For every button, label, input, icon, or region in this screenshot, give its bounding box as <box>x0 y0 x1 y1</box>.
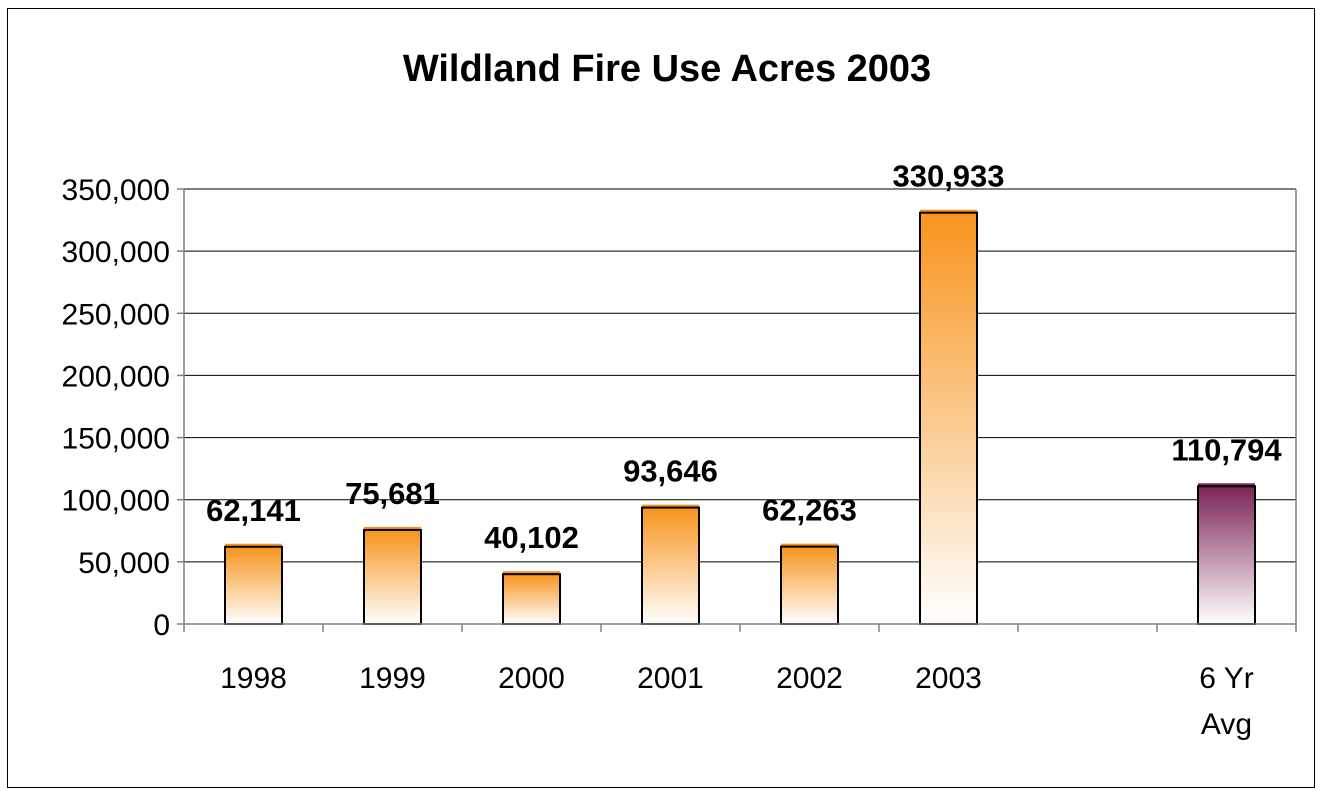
bar-cap <box>225 543 282 547</box>
bar-cap <box>364 526 421 530</box>
x-tick-label: 2000 <box>498 662 565 695</box>
data-label: 75,681 <box>345 476 440 511</box>
y-tick-label: 300,000 <box>62 236 170 269</box>
x-tick-label: 2001 <box>637 662 704 695</box>
data-label: 93,646 <box>623 454 718 489</box>
bar-cap <box>503 571 560 575</box>
bar <box>502 573 561 625</box>
data-label: 330,933 <box>892 159 1004 194</box>
bar <box>780 545 839 625</box>
y-tick-label: 150,000 <box>62 423 170 456</box>
y-tick-label: 100,000 <box>62 485 170 518</box>
x-tick-label: Avg <box>1201 708 1252 741</box>
x-tick-label: 6 Yr <box>1199 662 1253 695</box>
y-tick-label: 200,000 <box>62 360 170 393</box>
data-labels: 62,141 75,681 40,102 93,646 62,263 330,933 110… <box>206 159 1282 555</box>
axes: 0 50,000 100,000 150,000 200,000 250,000 300,0… <box>62 174 1297 741</box>
y-tick-label: 250,000 <box>62 298 170 331</box>
chart-title: Wildland Fire Use Acres 2003 <box>403 48 931 90</box>
bar-cap <box>920 209 977 213</box>
data-label: 62,263 <box>762 493 857 528</box>
chart-frame: Wildland Fire Use Acres 2003 0 50,000 100,… <box>7 8 1315 788</box>
gridlines <box>184 188 1296 563</box>
bar-cap <box>1198 483 1255 487</box>
x-tick-label: 1998 <box>220 662 287 695</box>
bar <box>641 506 700 625</box>
x-tick-label: 2003 <box>915 662 982 695</box>
bar-cap <box>781 543 838 547</box>
data-label: 40,102 <box>484 520 579 555</box>
bars <box>224 209 1256 626</box>
bar <box>363 528 422 625</box>
y-tick-label: 0 <box>153 609 170 642</box>
bar-cap <box>642 504 699 508</box>
x-tick-label: 2002 <box>776 662 843 695</box>
data-label: 62,141 <box>206 493 301 528</box>
chart-svg: Wildland Fire Use Acres 2003 0 50,000 100,… <box>62 48 1297 741</box>
y-tick-label: 50,000 <box>78 547 170 580</box>
bar <box>224 545 283 626</box>
bar <box>919 211 978 625</box>
bar <box>1197 485 1256 625</box>
x-tick-label: 1999 <box>359 662 426 695</box>
y-tick-label: 350,000 <box>62 174 170 207</box>
data-label: 110,794 <box>1171 432 1282 467</box>
